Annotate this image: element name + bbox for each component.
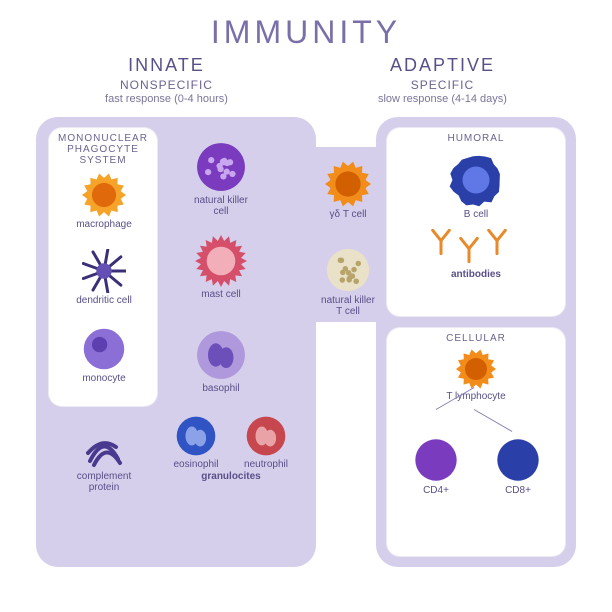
cell-dendritic-cell: dendritic cell	[64, 249, 144, 306]
column-headers: INNATE NONSPECIFIC fast response (0-4 ho…	[0, 51, 612, 111]
cell-mast-cell: mast cell	[181, 235, 261, 300]
panels: MONONUCLEAR PHAGOCYTE SYSTEM HUMORAL CEL…	[36, 117, 576, 567]
cell-label: CD8+	[478, 485, 558, 496]
antibody-icon	[428, 229, 454, 255]
cell-neutrophil: neutrophil	[226, 415, 306, 470]
cell-label: T lymphocyte	[436, 391, 516, 402]
cell-eosinophil: eosinophil	[156, 415, 236, 470]
mono-title-2: PHAGOCYTE	[48, 144, 158, 155]
adaptive-header: ADAPTIVE SPECIFIC slow response (4-14 da…	[378, 55, 507, 105]
innate-heading: INNATE	[105, 55, 228, 76]
cell-CD8-: CD8+	[478, 437, 558, 496]
cell-T-lymphocyte: T lymphocyte	[436, 349, 516, 402]
innate-sub2: fast response (0-4 hours)	[105, 93, 228, 105]
cell-macrophage: macrophage	[64, 173, 144, 230]
cell-label: natural killercell	[181, 195, 261, 217]
cell-label: complementprotein	[64, 471, 144, 493]
antibodies-label: antibodies	[416, 267, 536, 280]
cell-label: B cell	[436, 209, 516, 220]
cell-monocyte: monocyte	[64, 327, 144, 384]
cell-natural-killer-cell: natural killercell	[181, 141, 261, 217]
cell-natural-killer-T-cell: natural killerT cell	[308, 247, 388, 317]
cell-label: mast cell	[181, 289, 261, 300]
cell-complement-protein: complementprotein	[64, 429, 144, 493]
page-title: IMMUNITY	[0, 0, 612, 51]
cell-label: macrophage	[64, 219, 144, 230]
cell-label: natural killerT cell	[308, 295, 388, 317]
antibody-icon	[456, 237, 482, 263]
antibody-icon	[484, 229, 510, 255]
mono-title-3: SYSTEM	[48, 155, 158, 166]
cell-label: basophil	[181, 383, 261, 394]
mono-title-1: MONONUCLEAR	[48, 127, 158, 144]
humoral-title: HUMORAL	[386, 127, 566, 144]
adaptive-sub1: SPECIFIC	[378, 78, 507, 92]
adaptive-sub2: slow response (4-14 days)	[378, 93, 507, 105]
innate-header: INNATE NONSPECIFIC fast response (0-4 ho…	[105, 55, 228, 105]
cell-label: γδ T cell	[308, 209, 388, 220]
cell-label: dendritic cell	[64, 295, 144, 306]
adaptive-heading: ADAPTIVE	[378, 55, 507, 76]
granulocytes-label: granulocites	[161, 469, 301, 482]
cell--T-cell: γδ T cell	[308, 161, 388, 220]
cell-label: monocyte	[64, 373, 144, 384]
innate-sub1: NONSPECIFIC	[105, 78, 228, 92]
cellular-title: CELLULAR	[386, 327, 566, 344]
cell-CD4-: CD4+	[396, 437, 476, 496]
cell-label: CD4+	[396, 485, 476, 496]
cell-B-cell: B cell	[436, 153, 516, 220]
cell-basophil: basophil	[181, 329, 261, 394]
